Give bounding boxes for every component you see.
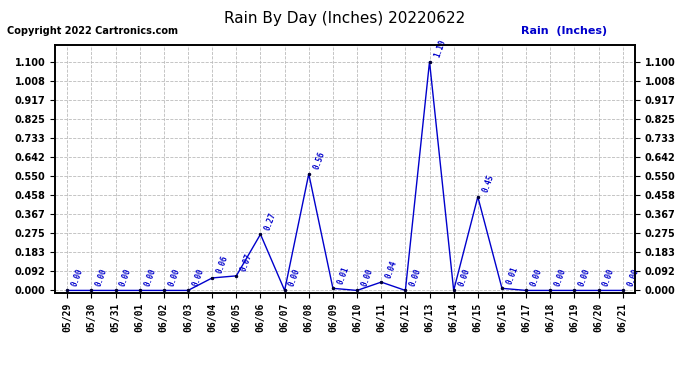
Text: 0.00: 0.00 xyxy=(70,267,85,288)
Text: 0.56: 0.56 xyxy=(312,151,326,171)
Text: 0.01: 0.01 xyxy=(336,265,351,286)
Text: 0.07: 0.07 xyxy=(239,253,254,273)
Text: 0.00: 0.00 xyxy=(626,267,640,288)
Text: 0.00: 0.00 xyxy=(602,267,616,288)
Text: 0.00: 0.00 xyxy=(288,267,302,288)
Text: 0.00: 0.00 xyxy=(143,267,157,288)
Text: 0.00: 0.00 xyxy=(408,267,423,288)
Text: Rain By Day (Inches) 20220622: Rain By Day (Inches) 20220622 xyxy=(224,11,466,26)
Text: Copyright 2022 Cartronics.com: Copyright 2022 Cartronics.com xyxy=(7,26,178,36)
Text: 1.10: 1.10 xyxy=(433,38,447,59)
Text: Rain  (Inches): Rain (Inches) xyxy=(521,26,607,36)
Text: 0.01: 0.01 xyxy=(505,265,520,286)
Text: 0.00: 0.00 xyxy=(529,267,544,288)
Text: 0.45: 0.45 xyxy=(481,174,495,194)
Text: 0.00: 0.00 xyxy=(360,267,375,288)
Text: 0.00: 0.00 xyxy=(119,267,133,288)
Text: 0.06: 0.06 xyxy=(215,255,230,275)
Text: 0.00: 0.00 xyxy=(191,267,206,288)
Text: 0.00: 0.00 xyxy=(553,267,568,288)
Text: 0.04: 0.04 xyxy=(384,259,399,279)
Text: 0.27: 0.27 xyxy=(264,211,278,231)
Text: 0.00: 0.00 xyxy=(578,267,592,288)
Text: 0.00: 0.00 xyxy=(95,267,109,288)
Text: 0.00: 0.00 xyxy=(167,267,181,288)
Text: 0.00: 0.00 xyxy=(457,267,471,288)
